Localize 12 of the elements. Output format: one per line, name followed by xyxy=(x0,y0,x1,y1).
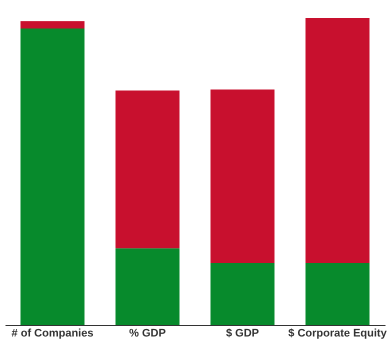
bar xyxy=(116,90,180,248)
x-tick-label: $ Corporate Equity xyxy=(288,328,388,340)
bar xyxy=(20,28,84,325)
bar xyxy=(20,21,84,28)
bar xyxy=(210,90,274,263)
bar xyxy=(306,262,370,325)
x-tick-label: # of Companies xyxy=(12,328,94,340)
bar xyxy=(306,18,370,263)
bar xyxy=(210,262,274,325)
x-tick-label: % GDP xyxy=(129,328,166,340)
bar xyxy=(116,248,180,325)
x-tick-label: $ GDP xyxy=(226,328,260,340)
